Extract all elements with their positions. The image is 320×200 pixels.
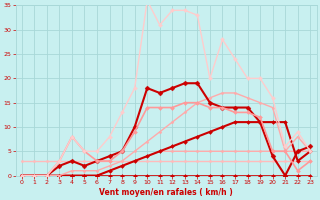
X-axis label: Vent moyen/en rafales ( km/h ): Vent moyen/en rafales ( km/h )	[99, 188, 233, 197]
